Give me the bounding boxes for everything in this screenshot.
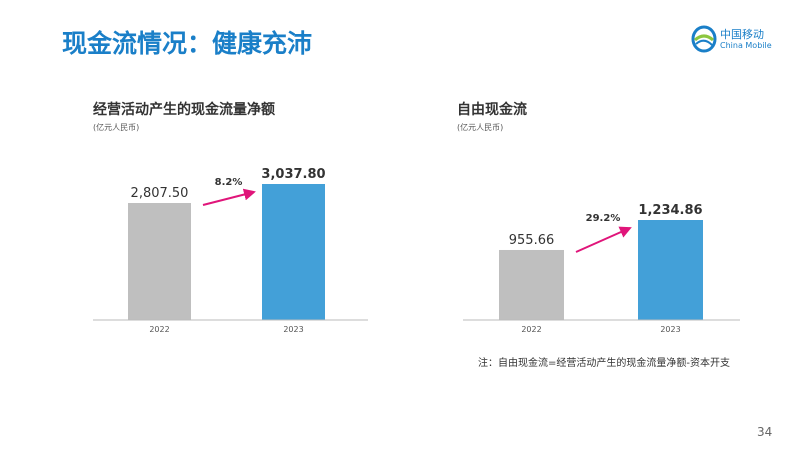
logo-icon bbox=[691, 25, 717, 53]
x-tick-2022: 2022 bbox=[149, 325, 169, 334]
bar-2022 bbox=[128, 202, 191, 320]
page-number: 34 bbox=[757, 425, 773, 439]
data-label-2023: 3,037.80 bbox=[261, 167, 325, 182]
growth-label: 8.2% bbox=[215, 177, 243, 188]
bar-2022 bbox=[499, 249, 564, 320]
bar-2023 bbox=[638, 220, 703, 320]
china-mobile-logo: 中国移动 China Mobile bbox=[690, 24, 772, 54]
data-label-2022: 955.66 bbox=[509, 233, 555, 248]
chart1-unit: (亿元人民币) bbox=[93, 123, 140, 132]
x-tick-2022: 2022 bbox=[521, 325, 541, 334]
growth-arrow bbox=[575, 226, 632, 253]
growth-label: 29.2% bbox=[586, 213, 621, 224]
chart2-unit: (亿元人民币) bbox=[457, 123, 504, 132]
growth-arrow bbox=[202, 188, 256, 206]
data-label-2022: 2,807.50 bbox=[131, 186, 189, 201]
chart2-title: 自由现金流 bbox=[457, 102, 527, 118]
logo-en: China Mobile bbox=[720, 41, 772, 50]
logo-cn: 中国移动 bbox=[720, 28, 764, 41]
page-title: 现金流情况：健康充沛 bbox=[62, 29, 313, 58]
bar-2023 bbox=[262, 184, 325, 320]
footnote: 注：自由现金流=经营活动产生的现金流量净额-资本开支 bbox=[478, 358, 730, 369]
data-label-2023: 1,234.86 bbox=[638, 203, 702, 218]
x-tick-2023: 2023 bbox=[660, 325, 680, 334]
x-tick-2023: 2023 bbox=[283, 325, 303, 334]
chart1-title: 经营活动产生的现金流量净额 bbox=[93, 102, 275, 118]
